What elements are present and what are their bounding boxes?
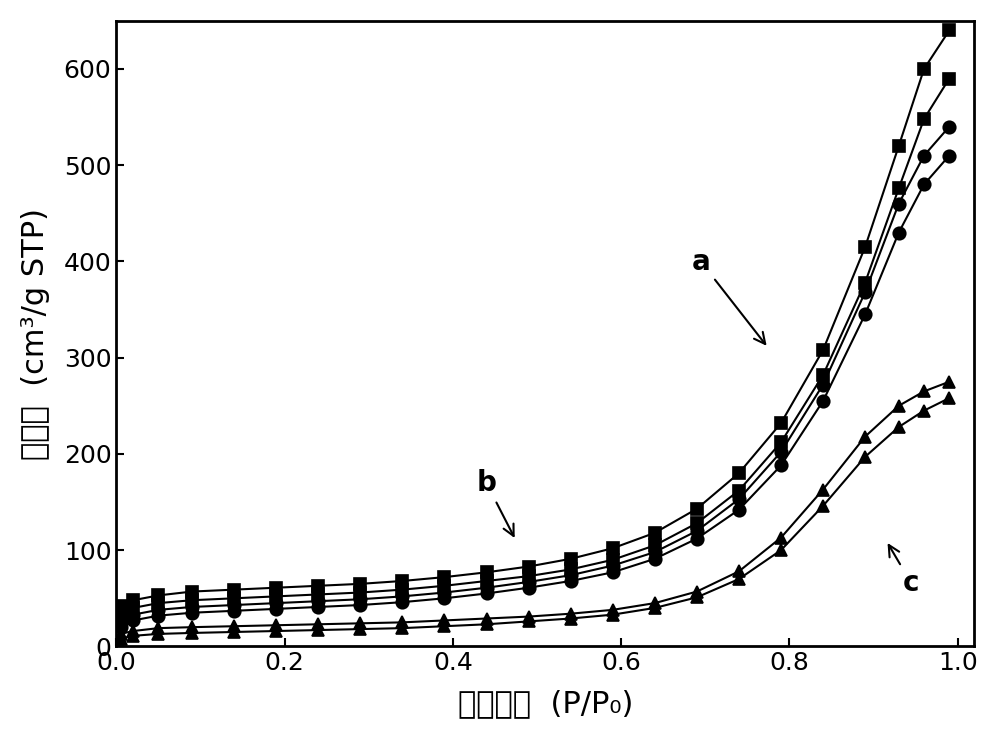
Text: c: c bbox=[889, 545, 920, 597]
Text: a: a bbox=[692, 248, 765, 344]
Text: b: b bbox=[477, 469, 514, 536]
Y-axis label: 吸附量  (cm³/g STP): 吸附量 (cm³/g STP) bbox=[21, 208, 50, 460]
X-axis label: 相对压力  (P/P₀): 相对压力 (P/P₀) bbox=[458, 689, 633, 718]
